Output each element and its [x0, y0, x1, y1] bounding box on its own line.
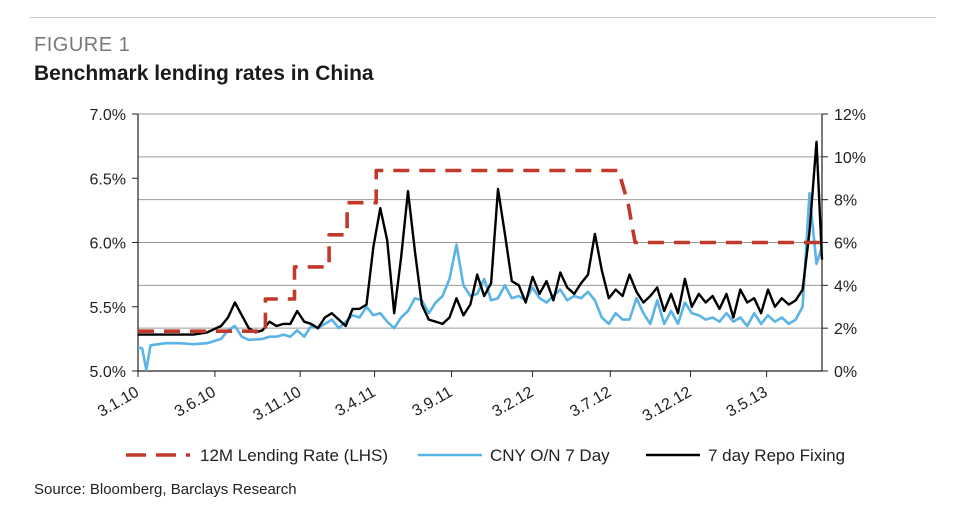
- chart-title: Benchmark lending rates in China: [34, 62, 374, 85]
- right-tick-label: 4%: [834, 278, 857, 295]
- right-tick-label: 8%: [834, 193, 857, 210]
- legend-label: 7 day Repo Fixing: [708, 446, 845, 465]
- x-tick-label: 3.12.12: [640, 384, 695, 425]
- figure-label: FIGURE 1: [34, 34, 131, 56]
- left-tick-label: 5.0%: [90, 364, 126, 381]
- source-note: Source: Bloomberg, Barclays Research: [34, 481, 297, 498]
- x-tick-label: 3.4.11: [333, 384, 379, 420]
- right-tick-label: 0%: [834, 364, 857, 381]
- series-line-7-day-repo-fixing: [138, 140, 824, 336]
- left-tick-label: 6.5%: [90, 171, 126, 188]
- x-tick-label: 3.5.13: [724, 384, 771, 421]
- series-line-cny-o-n-7-day: [137, 191, 824, 372]
- right-tick-label: 12%: [834, 107, 866, 124]
- x-tick-label: 3.9.11: [409, 384, 455, 420]
- left-tick-label: 5.5%: [90, 300, 126, 317]
- legend-label: CNY O/N 7 Day: [490, 446, 610, 465]
- series-line-12m-lending-rate-lhs: [138, 168, 822, 333]
- legend-label: 12M Lending Rate (LHS): [200, 446, 388, 465]
- x-tick-label: 3.2.12: [490, 384, 537, 421]
- x-tick-label: 3.1.10: [95, 384, 142, 421]
- top-divider: [30, 17, 936, 18]
- x-tick-label: 3.7.12: [567, 384, 614, 421]
- x-tick-label: 3.11.10: [250, 384, 304, 425]
- left-tick-label: 7.0%: [90, 107, 126, 124]
- right-tick-label: 10%: [834, 150, 866, 167]
- right-tick-label: 2%: [834, 321, 857, 338]
- x-tick-label: 3.6.10: [172, 384, 219, 421]
- right-tick-label: 6%: [834, 236, 857, 253]
- left-tick-label: 6.0%: [90, 236, 126, 253]
